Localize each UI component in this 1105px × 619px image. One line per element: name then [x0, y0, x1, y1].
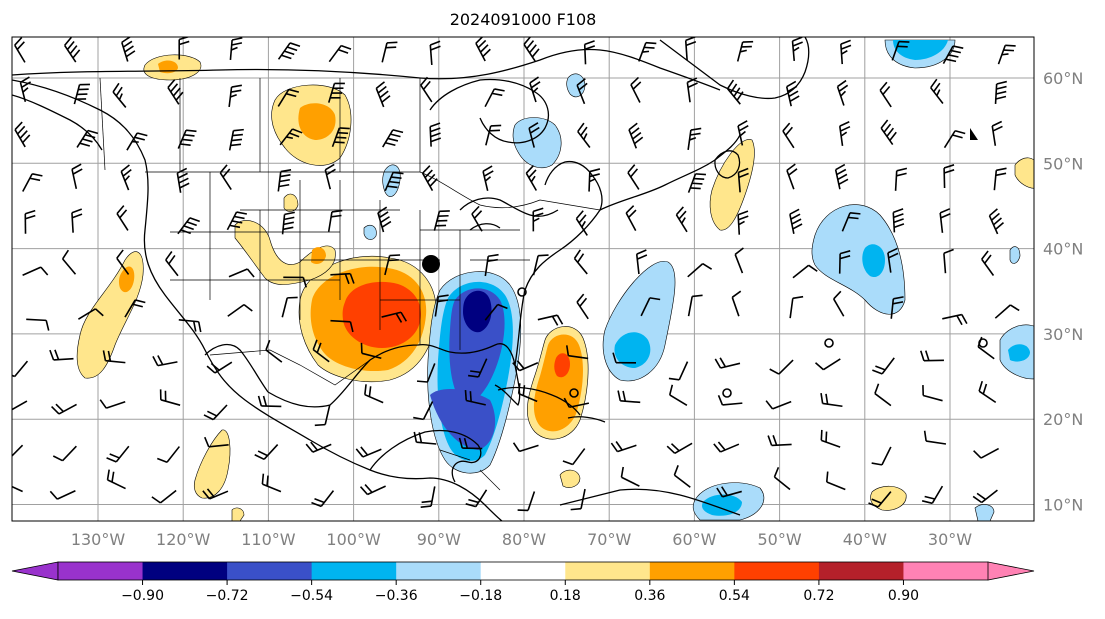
latitude-label: 60°N	[1043, 69, 1083, 88]
colorbar-bin	[58, 562, 143, 580]
colorbar-tick-label: −0.36	[375, 588, 418, 604]
map-title: 2024091000 F108	[450, 10, 597, 29]
longitude-label: 50°W	[758, 530, 802, 549]
longitude-label: 30°W	[928, 530, 972, 549]
colorbar-tick-label: 0.36	[634, 588, 665, 604]
negative-anomaly-midwest	[364, 225, 376, 239]
colorbar-tick-label: −0.54	[290, 588, 333, 604]
latitude-label: 50°N	[1043, 154, 1083, 173]
colorbar-bin	[227, 562, 312, 580]
longitude-label: 100°W	[326, 530, 381, 549]
colorbar-tick-label: 0.72	[803, 588, 834, 604]
negative-anomaly-labrador	[567, 74, 585, 97]
latitude-labels: 60°N 50°N 40°N 30°N 20°N 10°N	[1043, 69, 1083, 515]
colorbar-over-extension	[988, 562, 1034, 580]
latitude-label: 10°N	[1043, 496, 1083, 515]
longitude-labels: 130°W 120°W 110°W 100°W 90°W 80°W 70°W 60°W 50°W…	[71, 530, 972, 549]
negative-anomaly-tropical-east	[975, 505, 994, 521]
positive-anomaly-southern-plains-core	[343, 282, 421, 348]
colorbar-bin	[734, 562, 819, 580]
longitude-label: 120°W	[156, 530, 211, 549]
colorbar-tick-label: 0.90	[888, 588, 919, 604]
colorbar-tick-label: 0.18	[550, 588, 581, 604]
colorbar-bin	[312, 562, 397, 580]
colorbar-bin	[396, 562, 481, 580]
longitude-label: 70°W	[587, 530, 631, 549]
longitude-label: 90°W	[417, 530, 461, 549]
colorbar-tick-label: −0.18	[459, 588, 502, 604]
longitude-label: 40°W	[843, 530, 887, 549]
colorbar-bin	[565, 562, 650, 580]
colorbar-under-extension	[12, 562, 58, 580]
colorbar: −0.90 −0.72 −0.54 −0.36 −0.18 0.18 0.36 0.54 0.7…	[12, 562, 1034, 604]
longitude-label: 130°W	[71, 530, 126, 549]
latitude-label: 40°N	[1043, 240, 1083, 259]
colorbar-bin	[903, 562, 988, 580]
longitude-label: 60°W	[672, 530, 716, 549]
positive-anomaly-caribbean	[560, 470, 580, 487]
latitude-label: 30°N	[1043, 325, 1083, 344]
colorbar-tick-label: 0.54	[719, 588, 750, 604]
colorbar-bin	[481, 562, 566, 580]
colorbar-bin	[650, 562, 735, 580]
positive-anomaly-dakotas	[284, 194, 298, 212]
colorbar-bin	[819, 562, 904, 580]
colorbar-bin	[143, 562, 228, 580]
longitude-label: 80°W	[502, 530, 546, 549]
colorbar-tick-label: −0.72	[206, 588, 249, 604]
station-dot	[422, 255, 440, 273]
latitude-label: 20°N	[1043, 410, 1083, 429]
longitude-label: 110°W	[241, 530, 296, 549]
colorbar-tick-label: −0.90	[121, 588, 164, 604]
